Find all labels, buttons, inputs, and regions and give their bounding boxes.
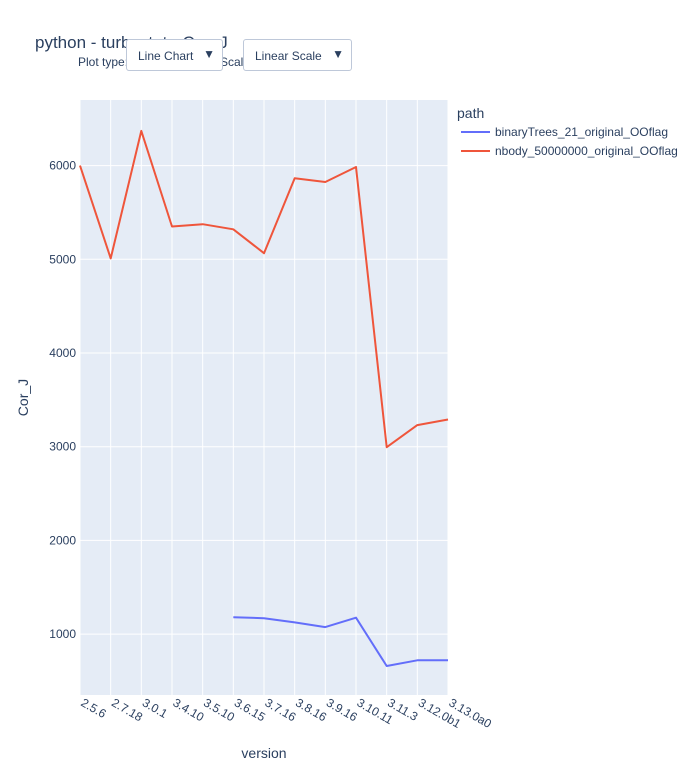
chevron-down-icon: ▼ [332, 47, 344, 61]
gridlines [79, 100, 449, 695]
legend-item-label: nbody_50000000_original_OOflag [495, 144, 678, 158]
legend: path binaryTrees_21_original_OOflagnbody… [457, 105, 678, 158]
legend-item-label: binaryTrees_21_original_OOflag [495, 125, 668, 139]
y-tick-label: 4000 [49, 346, 76, 360]
x-tick-label: 3.0.1 [140, 695, 170, 721]
y-tick-label: 1000 [49, 627, 76, 641]
y-tick-label: 3000 [49, 440, 76, 454]
plot-type-dropdown[interactable]: Line Chart ▼ [126, 39, 223, 71]
x-tick-label: 3.9.16 [324, 695, 360, 724]
y-tick-label: 5000 [49, 252, 76, 266]
x-tick-label: 2.7.18 [109, 695, 145, 724]
scale-dropdown[interactable]: Linear Scale ▼ [243, 39, 352, 71]
x-tick-label: 3.5.10 [201, 695, 237, 724]
y-axis-ticks: 1000 2000 3000 4000 5000 6000 [49, 159, 76, 642]
x-axis-ticks: 2.5.6 2.7.183.0.1 3.4.103.5.103.6.153.7.16… [79, 695, 495, 731]
legend-title: path [457, 105, 484, 121]
series-layer [79, 129, 449, 667]
plot-type-label: Plot type: [78, 55, 129, 69]
x-tick-label: 2.5.6 [79, 695, 109, 721]
x-axis-title: version [241, 745, 286, 761]
x-tick-label: 3.7.16 [263, 695, 299, 724]
y-tick-label: 2000 [49, 533, 76, 547]
chevron-down-icon: ▼ [203, 47, 215, 61]
scale-value: Linear Scale [255, 49, 322, 63]
x-tick-label: 3.8.16 [293, 695, 329, 724]
series-line [79, 129, 449, 449]
x-tick-label: 3.4.10 [171, 695, 207, 724]
y-tick-label: 6000 [49, 159, 76, 173]
plot-type-value: Line Chart [138, 49, 194, 63]
x-tick-label: 3.6.15 [232, 695, 268, 724]
series-line [233, 616, 448, 667]
y-axis-title: Cor_J [15, 379, 31, 416]
